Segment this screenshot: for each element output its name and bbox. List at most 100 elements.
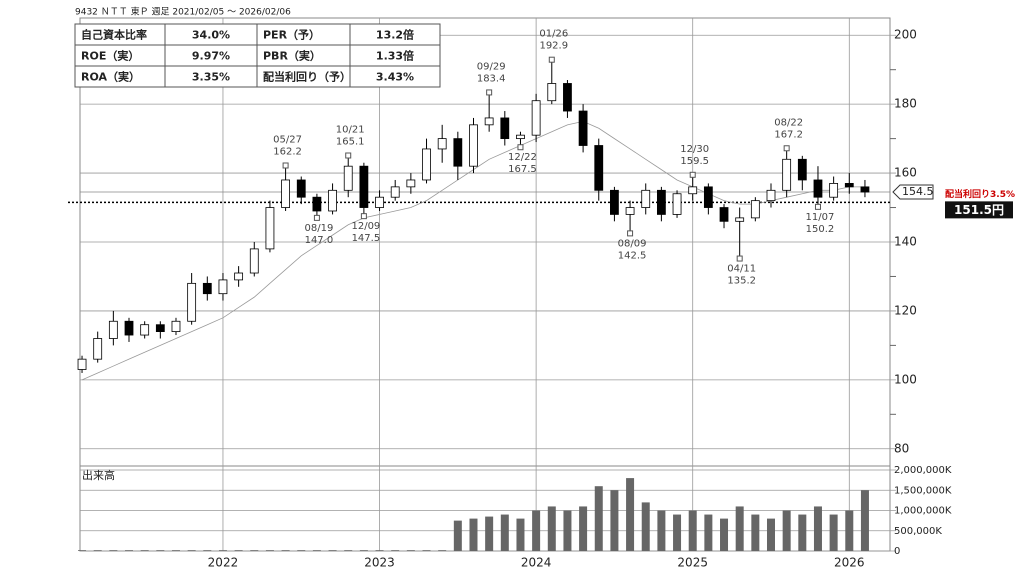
annotation-marker — [689, 171, 696, 178]
volume-bar — [312, 550, 321, 551]
y-tick-label: 140 — [894, 235, 917, 249]
volume-bar — [547, 506, 556, 551]
table-cell: 9.97% — [192, 50, 230, 63]
volume-bar — [798, 514, 807, 551]
volume-bar — [782, 510, 791, 551]
annotation-marker — [282, 162, 289, 169]
volume-label: 出来高 — [82, 468, 115, 482]
volume-bar — [218, 550, 227, 551]
info-table: 自己資本比率 34.0% PER（予） 13.2倍 ROE（実） 9.97% PBR（実） 1… — [74, 23, 441, 88]
annotation-value: 159.5 — [680, 156, 709, 167]
candle-body — [249, 248, 259, 274]
candle-body — [719, 207, 729, 222]
volume-bar — [657, 510, 666, 551]
volume-bar — [813, 506, 822, 551]
annotation-marker — [548, 56, 555, 63]
annotation-date: 08/22 — [774, 117, 803, 128]
candle-body — [594, 145, 604, 191]
candle-body — [672, 193, 682, 215]
volume-bar — [735, 506, 744, 551]
candle-body — [375, 196, 384, 208]
annotation-marker — [627, 230, 634, 237]
candle-body — [234, 272, 244, 281]
last-price-label: 154.5 — [902, 185, 934, 198]
candle-body — [328, 189, 337, 212]
candle-body — [155, 324, 165, 333]
volume-bar — [93, 550, 102, 551]
table-cell: ROE（実） — [81, 49, 139, 63]
candle-body — [688, 186, 698, 195]
table-cell: 自己資本比率 — [81, 28, 147, 42]
volume-bar — [860, 490, 869, 551]
annotation-value: 192.9 — [539, 41, 568, 52]
annotation-value: 147.0 — [305, 235, 334, 246]
x-tick-label: 2024 — [521, 556, 552, 570]
candle-body — [281, 179, 290, 208]
candle-body — [265, 207, 275, 250]
table-cell: 13.2倍 — [376, 28, 414, 42]
candle-body — [422, 148, 431, 181]
volume-bar — [453, 520, 462, 551]
annotation-marker — [313, 214, 320, 221]
y-tick-label: 80 — [894, 441, 909, 455]
annotation-date: 12/22 — [508, 152, 537, 163]
candle-body — [93, 338, 103, 360]
dividend-value: 151.5円 — [954, 203, 1004, 217]
candle-body — [343, 165, 353, 191]
annotation-value: 167.5 — [508, 164, 537, 175]
candle-body — [782, 158, 792, 191]
candle-body — [735, 217, 745, 222]
volume-bar — [281, 550, 290, 551]
candle-body — [531, 100, 541, 136]
candle-body — [359, 165, 369, 208]
volume-bar — [579, 506, 588, 551]
volume-bar — [125, 550, 134, 551]
y-tick-label: 120 — [894, 303, 917, 317]
x-tick-label: 2022 — [208, 556, 239, 570]
table-cell: 1.33倍 — [376, 49, 414, 63]
volume-bar — [751, 514, 760, 551]
candle-body — [766, 189, 776, 202]
annotation-marker — [345, 152, 352, 159]
candle-body — [406, 179, 416, 188]
volume-bar — [156, 550, 165, 551]
candle-body — [390, 186, 400, 198]
annotation-marker — [360, 213, 367, 220]
volume-bar — [422, 550, 431, 551]
table-cell: 配当利回り（予） — [263, 70, 351, 84]
volume-bar — [500, 514, 509, 551]
candle-body — [578, 110, 588, 146]
volume-bar — [516, 518, 525, 551]
annotation-date: 12/30 — [680, 144, 709, 155]
candle-body — [750, 200, 760, 219]
volume-bar — [626, 478, 635, 551]
volume-bar — [406, 550, 415, 551]
annotation-date: 10/21 — [336, 125, 365, 136]
candle-body — [547, 83, 557, 102]
annotation-date: 08/19 — [304, 223, 333, 234]
candle-body — [437, 138, 447, 150]
annotation-date: 12/09 — [351, 221, 380, 232]
annotation-value: 147.5 — [352, 233, 381, 244]
volume-bar — [594, 486, 603, 551]
volume-bar — [485, 516, 494, 551]
y-tick-label: 100 — [894, 372, 917, 386]
dividend-label: 配当利回り3.5% — [945, 188, 1015, 200]
annotation-value: 162.2 — [273, 146, 302, 157]
annotation-date: 04/11 — [727, 264, 756, 275]
volume-tick-label: 0 — [894, 546, 900, 557]
candle-body — [813, 179, 823, 198]
table-cell: ROA（実） — [81, 70, 140, 84]
candle-body — [453, 138, 463, 167]
volume-bar — [187, 550, 196, 551]
volume-bar — [563, 510, 572, 551]
candle-body — [469, 124, 478, 167]
volume-bar — [610, 490, 619, 551]
volume-tick-label: 2,000,000K — [894, 465, 952, 476]
candle-body — [610, 189, 619, 215]
candle-body — [484, 117, 494, 126]
candle-body — [641, 189, 651, 208]
annotation-date: 01/26 — [539, 29, 568, 40]
